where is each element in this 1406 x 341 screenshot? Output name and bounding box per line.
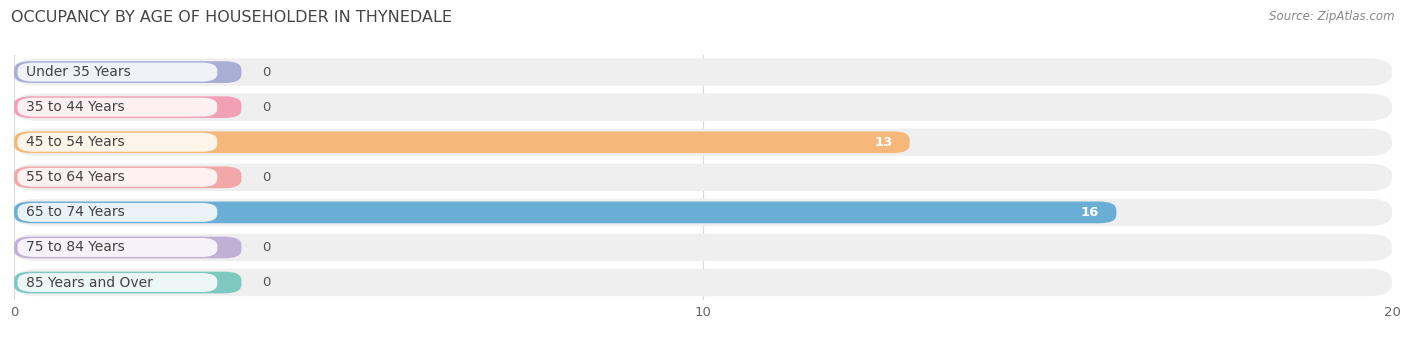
Text: 0: 0	[262, 171, 270, 184]
Text: 0: 0	[262, 241, 270, 254]
FancyBboxPatch shape	[14, 129, 1392, 156]
FancyBboxPatch shape	[14, 199, 1392, 226]
Text: 0: 0	[262, 101, 270, 114]
FancyBboxPatch shape	[14, 131, 910, 153]
FancyBboxPatch shape	[17, 63, 218, 81]
FancyBboxPatch shape	[14, 202, 1116, 223]
FancyBboxPatch shape	[14, 96, 242, 118]
FancyBboxPatch shape	[17, 273, 218, 292]
Text: Under 35 Years: Under 35 Years	[27, 65, 131, 79]
Text: 0: 0	[262, 276, 270, 289]
Text: 35 to 44 Years: 35 to 44 Years	[27, 100, 125, 114]
FancyBboxPatch shape	[14, 234, 1392, 261]
Text: 75 to 84 Years: 75 to 84 Years	[27, 240, 125, 254]
FancyBboxPatch shape	[14, 272, 242, 293]
Text: 85 Years and Over: 85 Years and Over	[27, 276, 153, 290]
FancyBboxPatch shape	[17, 98, 218, 117]
Text: 65 to 74 Years: 65 to 74 Years	[27, 205, 125, 219]
FancyBboxPatch shape	[14, 61, 242, 83]
Text: 45 to 54 Years: 45 to 54 Years	[27, 135, 125, 149]
Text: 13: 13	[875, 136, 893, 149]
Text: 55 to 64 Years: 55 to 64 Years	[27, 170, 125, 184]
FancyBboxPatch shape	[14, 166, 242, 188]
FancyBboxPatch shape	[17, 168, 218, 187]
FancyBboxPatch shape	[14, 164, 1392, 191]
Text: 16: 16	[1081, 206, 1099, 219]
FancyBboxPatch shape	[17, 238, 218, 257]
FancyBboxPatch shape	[17, 203, 218, 222]
FancyBboxPatch shape	[17, 133, 218, 152]
Text: OCCUPANCY BY AGE OF HOUSEHOLDER IN THYNEDALE: OCCUPANCY BY AGE OF HOUSEHOLDER IN THYNE…	[11, 10, 453, 25]
FancyBboxPatch shape	[14, 269, 1392, 296]
FancyBboxPatch shape	[14, 93, 1392, 121]
Text: Source: ZipAtlas.com: Source: ZipAtlas.com	[1270, 10, 1395, 23]
FancyBboxPatch shape	[14, 58, 1392, 86]
Text: 0: 0	[262, 65, 270, 78]
FancyBboxPatch shape	[14, 237, 242, 258]
